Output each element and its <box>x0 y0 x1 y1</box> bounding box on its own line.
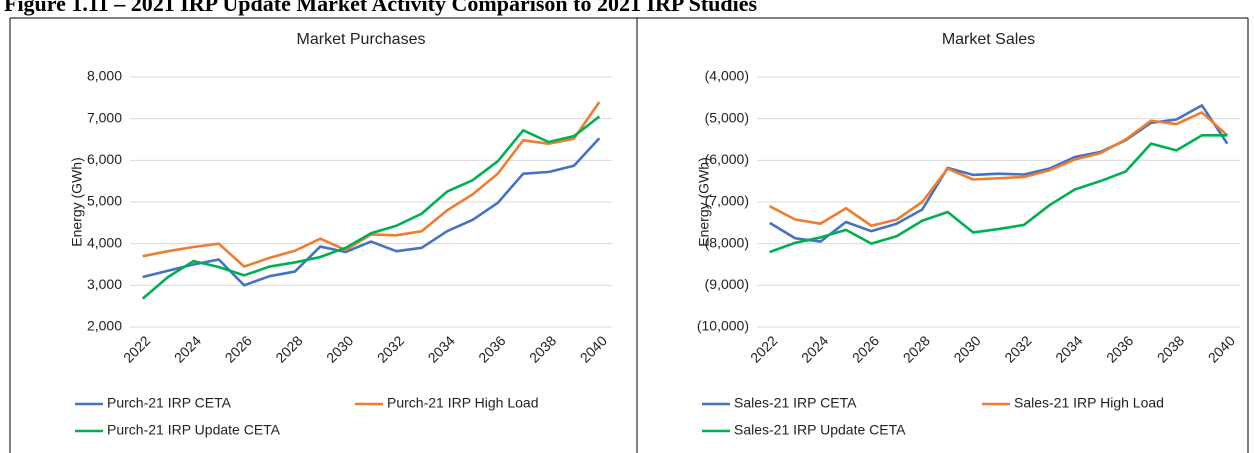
x-tick-label: 2032 <box>1001 332 1034 365</box>
series-line <box>142 137 601 287</box>
y-tick-label: (10,000) <box>697 318 749 334</box>
x-tick-label: 2036 <box>475 332 508 365</box>
y-tick-label: 2,000 <box>87 318 122 334</box>
chart-title: Market Purchases <box>297 31 426 48</box>
x-tick-label: 2040 <box>577 332 610 365</box>
y-tick-label: (5,000) <box>705 109 749 125</box>
y-axis-label: Energy (GWh) <box>696 157 712 246</box>
x-tick-label: 2036 <box>1103 332 1136 365</box>
x-tick-label: 2030 <box>950 332 983 365</box>
legend-label: Sales-21 IRP Update CETA <box>734 422 906 438</box>
x-tick-label: 2034 <box>425 332 458 365</box>
y-tick-label: 4,000 <box>87 234 122 250</box>
y-tick-label: 7,000 <box>87 109 122 125</box>
legend-label: Purch-21 IRP CETA <box>107 395 232 411</box>
y-tick-label: 8,000 <box>87 68 122 84</box>
series-line <box>769 111 1229 228</box>
y-tick-label: (7,000) <box>705 193 749 209</box>
chart-title: Market Sales <box>942 31 1035 48</box>
x-tick-label: 2026 <box>222 332 255 365</box>
y-axis-label: Energy (GWh) <box>69 157 85 246</box>
x-tick-label: 2040 <box>1205 332 1238 365</box>
figure-title: Figure 1.11 – 2021 IRP Update Market Act… <box>4 0 758 16</box>
x-tick-label: 2034 <box>1052 332 1085 365</box>
y-tick-label: (4,000) <box>705 68 749 84</box>
legend-label: Sales-21 IRP CETA <box>734 395 857 411</box>
x-tick-label: 2026 <box>849 332 882 365</box>
y-tick-label: (8,000) <box>705 234 749 250</box>
legend-label: Purch-21 IRP High Load <box>387 395 539 411</box>
x-tick-label: 2022 <box>747 332 780 365</box>
series-line <box>769 134 1228 254</box>
series-line <box>141 115 601 300</box>
y-tick-label: 5,000 <box>87 193 122 209</box>
y-tick-label: 6,000 <box>87 151 122 167</box>
legend-label: Sales-21 IRP High Load <box>1014 395 1164 411</box>
y-tick-label: (9,000) <box>705 276 749 292</box>
y-tick-label: (6,000) <box>705 151 749 167</box>
x-tick-label: 2030 <box>323 332 356 365</box>
x-tick-label: 2032 <box>374 332 407 365</box>
x-tick-label: 2028 <box>272 332 305 365</box>
y-tick-label: 3,000 <box>87 276 122 292</box>
x-tick-label: 2024 <box>171 332 204 365</box>
legend-label: Purch-21 IRP Update CETA <box>107 422 281 438</box>
x-tick-label: 2038 <box>1154 332 1187 365</box>
x-tick-label: 2028 <box>900 332 933 365</box>
x-tick-label: 2038 <box>526 332 559 365</box>
x-tick-label: 2024 <box>798 332 831 365</box>
series-line <box>769 104 1229 243</box>
x-tick-label: 2022 <box>120 332 153 365</box>
